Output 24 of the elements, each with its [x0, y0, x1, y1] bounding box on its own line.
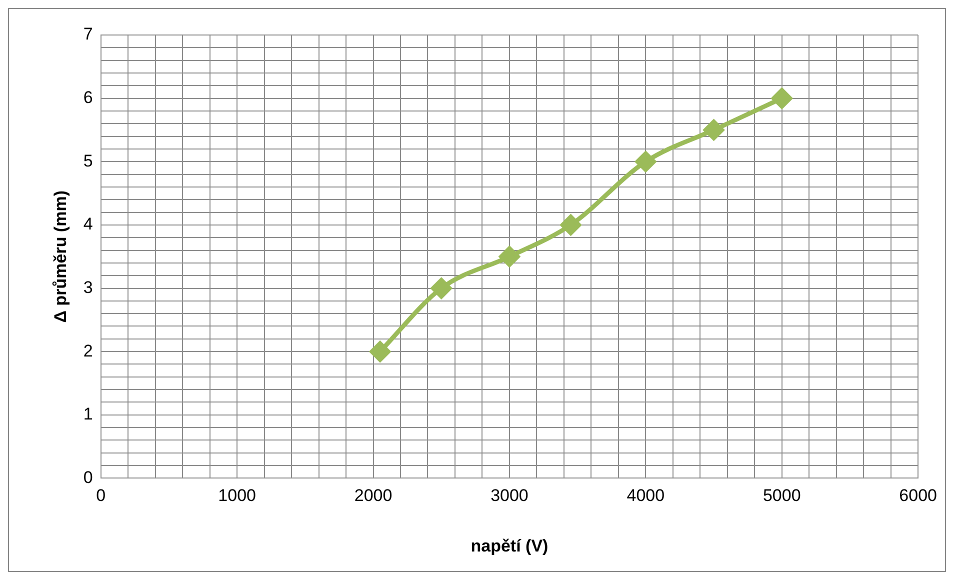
x-tick-label: 4000 — [626, 486, 665, 506]
point — [772, 88, 792, 109]
point — [499, 246, 520, 267]
point — [431, 278, 452, 299]
y-tick-label: 0 — [83, 468, 93, 487]
point — [370, 341, 390, 362]
y-axis-title: Δ průměru (mm) — [50, 190, 70, 323]
point — [704, 120, 724, 140]
point — [560, 214, 582, 236]
x-tick-label: 5000 — [762, 486, 801, 506]
y-tick-label: 5 — [83, 151, 93, 170]
y-tick-label: 6 — [83, 88, 93, 107]
x-tick-label: 6000 — [899, 486, 938, 506]
y-tick-label: 3 — [83, 278, 93, 297]
x-tick-label: 2000 — [354, 486, 392, 506]
y-tick-label: 7 — [83, 24, 93, 44]
y-tick-label: 4 — [83, 214, 93, 234]
x-tick-label: 0 — [96, 486, 106, 506]
y-tick-label: 2 — [83, 341, 93, 360]
point — [635, 151, 656, 172]
x-axis-title: napětí (V) — [470, 536, 548, 556]
x-tick-label: 1000 — [218, 486, 256, 506]
y-tick-label: 1 — [83, 404, 93, 424]
x-tick-label: 3000 — [490, 486, 528, 506]
